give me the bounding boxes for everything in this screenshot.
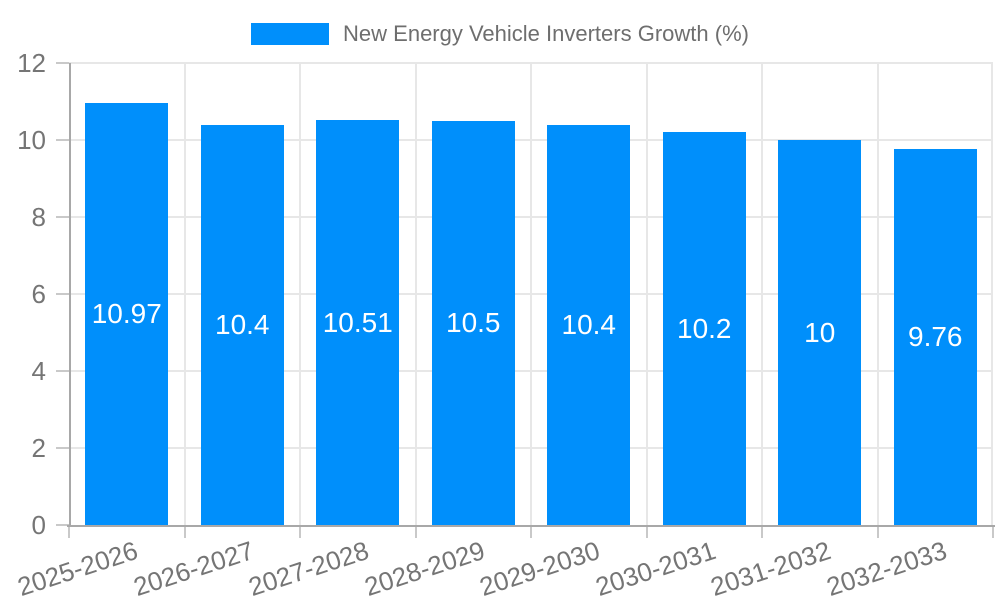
x-tick-label: 2032-2033	[822, 535, 951, 600]
gridline-vertical	[183, 63, 186, 525]
gridline-vertical	[414, 63, 417, 525]
gridline-vertical	[645, 63, 648, 525]
bar-value-label: 10.97	[91, 297, 162, 329]
y-axis-tick	[56, 524, 69, 526]
y-axis-line	[69, 63, 71, 525]
x-axis-tick	[299, 525, 301, 538]
gridline-vertical	[299, 63, 301, 525]
y-axis-tick	[56, 139, 69, 141]
gridline-vertical	[876, 63, 879, 525]
x-tick-label: 2026-2027	[129, 535, 258, 600]
bar[interactable]: 10	[778, 140, 862, 525]
gridline-vertical	[530, 63, 532, 525]
bar[interactable]: 10.2	[662, 132, 746, 525]
plot-area: 10.97 10.4 10.51 10.5 10.4 10.2 10 9.76	[56, 62, 995, 538]
y-tick-label: 10	[17, 125, 46, 155]
y-tick-label: 0	[31, 510, 46, 540]
x-axis-line	[67, 525, 995, 527]
y-tick-label: 6	[31, 279, 46, 309]
gridline-vertical	[991, 63, 993, 525]
y-axis-tick	[56, 216, 69, 218]
x-tick-label: 2025-2026	[14, 535, 142, 600]
gridline-vertical	[761, 63, 763, 525]
legend-label: New Energy Vehicle Inverters Growth (%)	[343, 21, 749, 46]
y-tick-label: 4	[31, 356, 46, 386]
bar[interactable]: 10.4	[200, 124, 284, 525]
x-axis-tick	[761, 525, 763, 538]
x-axis-tick	[876, 525, 879, 538]
y-tick-label: 12	[17, 48, 46, 78]
y-axis-tick	[56, 62, 69, 64]
bar-value-label: 10.2	[677, 312, 732, 344]
legend-item[interactable]: New Energy Vehicle Inverters Growth (%)	[0, 14, 1000, 54]
x-tick-label: 2030-2031	[591, 535, 720, 600]
y-axis-tick	[56, 370, 69, 372]
y-axis-tick	[56, 293, 69, 295]
y-tick-label: 2	[31, 433, 46, 463]
x-axis-tick	[414, 525, 417, 538]
x-tick-label: 2029-2030	[476, 535, 604, 600]
legend-swatch-icon	[251, 23, 330, 45]
x-axis-tick	[183, 525, 186, 538]
bar-value-label: 10.4	[561, 308, 617, 340]
bar[interactable]: 9.76	[893, 149, 977, 525]
x-tick-label: 2028-2029	[360, 535, 489, 600]
x-axis-tick	[530, 525, 532, 538]
x-axis-tick	[68, 525, 70, 538]
bar-value-label: 9.76	[908, 321, 963, 353]
bar-value-label: 10	[804, 316, 836, 348]
bar[interactable]: 10.4	[547, 124, 631, 525]
bar[interactable]: 10.51	[316, 120, 400, 525]
bar-value-label: 10.51	[322, 306, 393, 338]
x-tick-label: 2031-2032	[707, 535, 835, 600]
bar[interactable]: 10.5	[431, 120, 515, 525]
y-tick-label: 8	[31, 202, 46, 232]
bar-value-label: 10.4	[215, 308, 270, 340]
bar-value-label: 10.5	[446, 306, 501, 338]
x-axis-tick	[645, 525, 648, 538]
x-tick-label: 2027-2028	[245, 535, 373, 600]
x-axis-tick	[992, 525, 994, 538]
y-axis-tick	[56, 447, 69, 449]
bar[interactable]: 10.97	[85, 102, 169, 525]
